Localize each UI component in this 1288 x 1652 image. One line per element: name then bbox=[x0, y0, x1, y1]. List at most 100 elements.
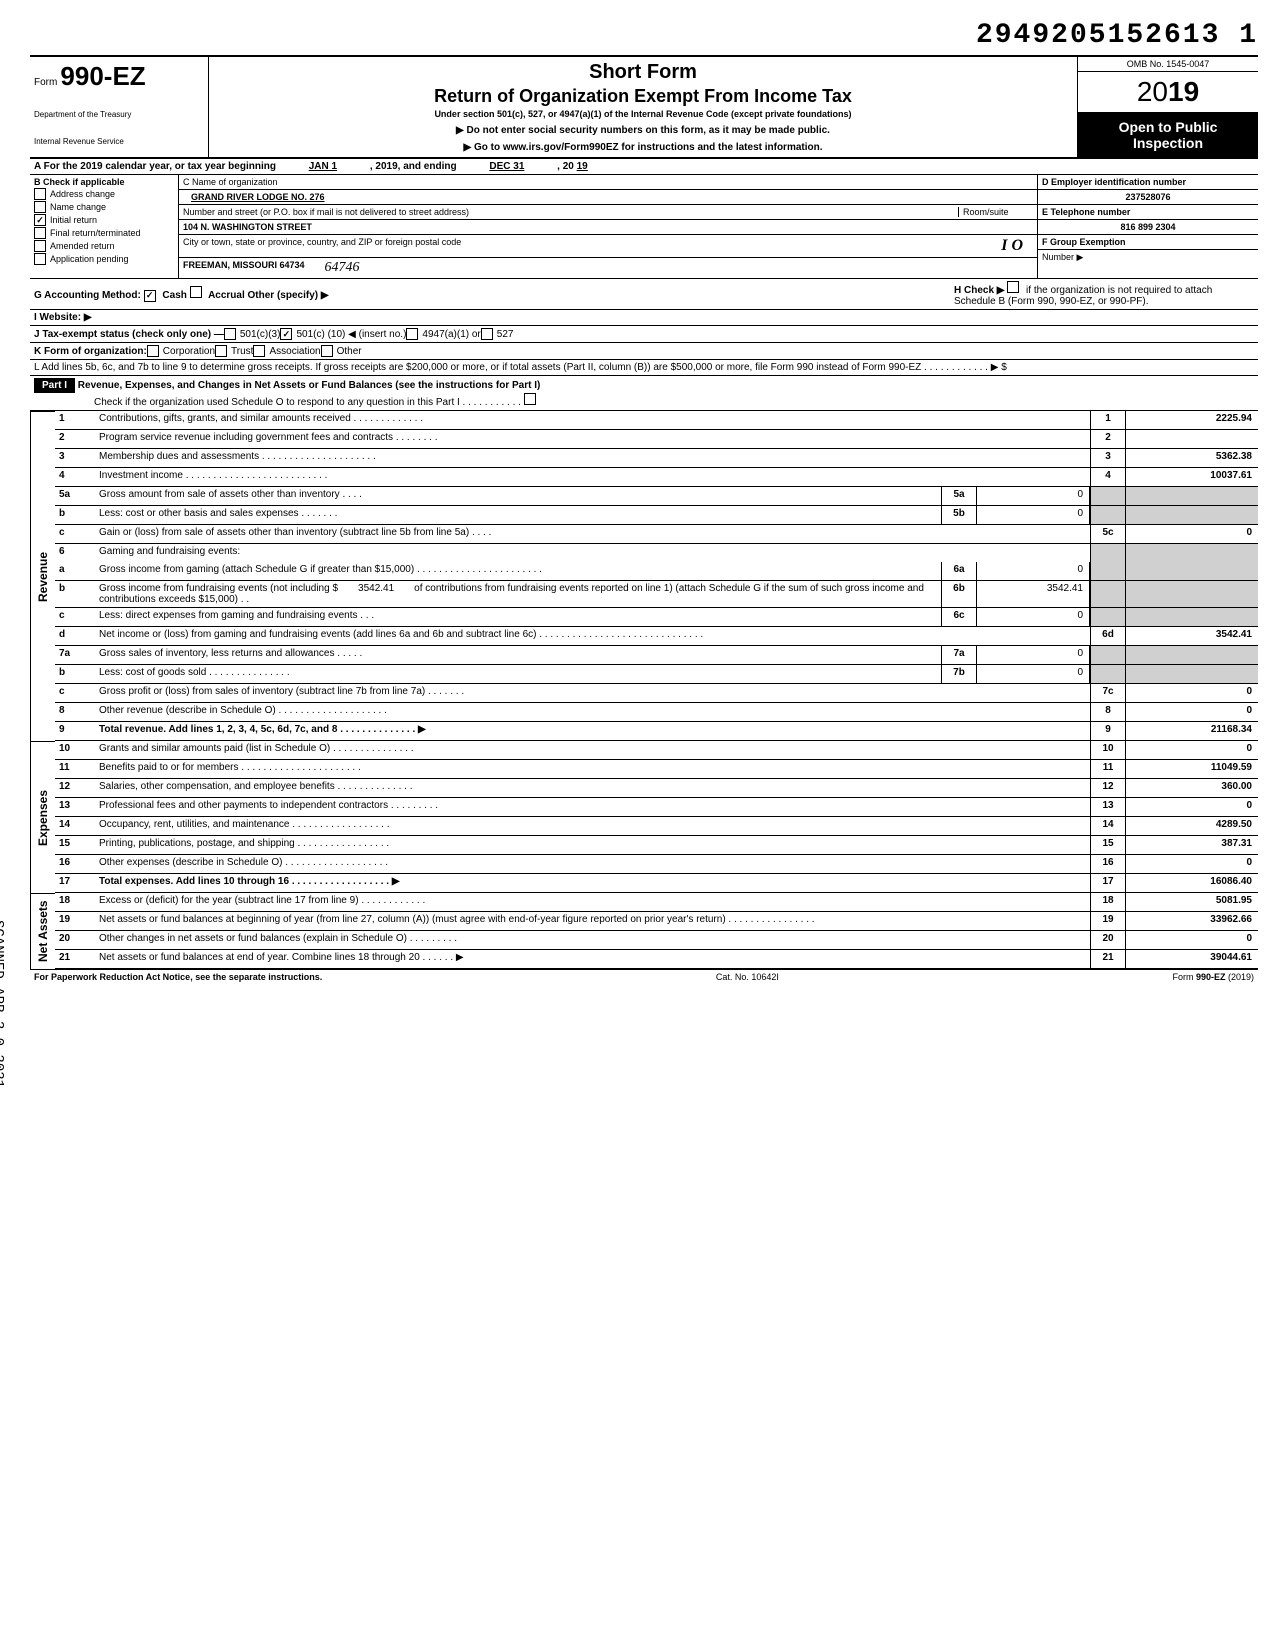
line-21: 21 Net assets or fund balances at end of… bbox=[55, 950, 1258, 969]
row-k: K Form of organization: Corporation Trus… bbox=[30, 343, 1258, 360]
line-box-val: 0 bbox=[1125, 703, 1258, 721]
footer-left: For Paperwork Reduction Act Notice, see … bbox=[34, 972, 322, 982]
row-a: A For the 2019 calendar year, or tax yea… bbox=[30, 159, 1258, 175]
c-street-label: Number and street (or P.O. box if mail i… bbox=[183, 207, 958, 217]
j-501c-checkbox[interactable]: ✓ bbox=[280, 328, 292, 340]
line-box-val: 0 bbox=[1125, 931, 1258, 949]
j-501c3-checkbox[interactable] bbox=[224, 328, 236, 340]
line-num: c bbox=[55, 608, 95, 626]
checkbox[interactable] bbox=[34, 201, 46, 213]
g-cash-checkbox[interactable]: ✓ bbox=[144, 290, 156, 302]
line-num: c bbox=[55, 525, 95, 543]
expenses-section: Expenses 10 Grants and similar amounts p… bbox=[30, 741, 1258, 893]
checkbox[interactable] bbox=[34, 253, 46, 265]
line-desc: Total expenses. Add lines 10 through 16 … bbox=[95, 874, 1090, 892]
netassets-label: Net Assets bbox=[30, 893, 55, 969]
line-num: 19 bbox=[55, 912, 95, 930]
row-i: I Website: ▶ bbox=[30, 310, 1258, 326]
checkbox[interactable] bbox=[34, 188, 46, 200]
line-num: 14 bbox=[55, 817, 95, 835]
line-desc: Net income or (loss) from gaming and fun… bbox=[95, 627, 1090, 645]
line-16: 16 Other expenses (describe in Schedule … bbox=[55, 855, 1258, 874]
line-6c: c Less: direct expenses from gaming and … bbox=[55, 608, 1258, 627]
part-1-checkbox[interactable] bbox=[524, 393, 536, 405]
line-desc: Less: cost or other basis and sales expe… bbox=[95, 506, 941, 524]
line-num: 21 bbox=[55, 950, 95, 968]
line-box-num: 20 bbox=[1090, 931, 1125, 949]
ein-value: 237528076 bbox=[1038, 190, 1258, 205]
line-box-num: 2 bbox=[1090, 430, 1125, 448]
line-num: d bbox=[55, 627, 95, 645]
line-box-num: 15 bbox=[1090, 836, 1125, 854]
line-box-val: 0 bbox=[1125, 798, 1258, 816]
line-desc: Membership dues and assessments . . . . … bbox=[95, 449, 1090, 467]
j-527-checkbox[interactable] bbox=[481, 328, 493, 340]
line-desc: Occupancy, rent, utilities, and maintena… bbox=[95, 817, 1090, 835]
checkbox-label: Final return/terminated bbox=[50, 228, 141, 238]
checkbox-label: Application pending bbox=[50, 254, 129, 264]
line-desc: Other expenses (describe in Schedule O) … bbox=[95, 855, 1090, 873]
line-sub-val: 0 bbox=[977, 562, 1090, 580]
line-box-val: 39044.61 bbox=[1125, 950, 1258, 968]
line-box-num: 18 bbox=[1090, 893, 1125, 911]
h-checkbox[interactable] bbox=[1007, 281, 1019, 293]
line-box-val: 21168.34 bbox=[1125, 722, 1258, 740]
short-form-label: Short Form bbox=[217, 61, 1069, 84]
k-other-checkbox[interactable] bbox=[321, 345, 333, 357]
line-8: 8 Other revenue (describe in Schedule O)… bbox=[55, 703, 1258, 722]
checkbox-label: Amended return bbox=[50, 241, 115, 251]
k-assoc-checkbox[interactable] bbox=[253, 345, 265, 357]
line-20: 20 Other changes in net assets or fund b… bbox=[55, 931, 1258, 950]
k-assoc: Association bbox=[269, 346, 320, 357]
line-desc: Printing, publications, postage, and shi… bbox=[95, 836, 1090, 854]
k-corp-checkbox[interactable] bbox=[147, 345, 159, 357]
j-501c3: 501(c)(3) bbox=[240, 329, 281, 340]
row-a-mid: , 2019, and ending bbox=[370, 161, 457, 172]
part-1-row: Part I Revenue, Expenses, and Changes in… bbox=[30, 376, 1258, 411]
line-num: 2 bbox=[55, 430, 95, 448]
checkbox[interactable] bbox=[34, 227, 46, 239]
col-b-item: Name change bbox=[34, 201, 174, 213]
line-box-val: 0 bbox=[1125, 741, 1258, 759]
j-501c: 501(c) ( bbox=[296, 329, 330, 340]
line-box-val: 5362.38 bbox=[1125, 449, 1258, 467]
k-corp: Corporation bbox=[163, 346, 215, 357]
row-a-end-yr: 19 bbox=[577, 161, 588, 172]
checkbox-label: Address change bbox=[50, 189, 115, 199]
checkbox[interactable] bbox=[34, 240, 46, 252]
open-public-2: Inspection bbox=[1080, 135, 1256, 151]
k-trust-checkbox[interactable] bbox=[215, 345, 227, 357]
line-box-val: 10037.61 bbox=[1125, 468, 1258, 486]
revenue-section: Revenue 1 Contributions, gifts, grants, … bbox=[30, 411, 1258, 741]
line-box-val: 0 bbox=[1125, 855, 1258, 873]
j-501c-end: ) ◀ (insert no.) bbox=[342, 329, 406, 340]
row-l: L Add lines 5b, 6c, and 7b to line 9 to … bbox=[30, 360, 1258, 376]
line-box-val: 4289.50 bbox=[1125, 817, 1258, 835]
i-label: I Website: ▶ bbox=[34, 312, 92, 323]
line-shaded bbox=[1090, 646, 1125, 664]
line-shaded bbox=[1090, 487, 1125, 505]
line-num: b bbox=[55, 506, 95, 524]
row-a-end: DEC 31 bbox=[489, 161, 524, 172]
line-num: 4 bbox=[55, 468, 95, 486]
org-city: FREEMAN, MISSOURI 64734 bbox=[183, 260, 305, 276]
line-shaded-val bbox=[1125, 581, 1258, 607]
c-city-label: City or town, state or province, country… bbox=[183, 237, 1001, 255]
line-sub-val: 0 bbox=[977, 608, 1090, 626]
h-label: H Check ▶ bbox=[954, 285, 1004, 296]
document-id: 2949205152613 1 bbox=[30, 20, 1258, 51]
row-g-h: G Accounting Method: ✓ Cash Accrual Othe… bbox=[30, 279, 1258, 310]
ein-label: D Employer identification number bbox=[1038, 175, 1258, 190]
line-box-num: 17 bbox=[1090, 874, 1125, 892]
tel-value: 816 899 2304 bbox=[1038, 220, 1258, 235]
line-13: 13 Professional fees and other payments … bbox=[55, 798, 1258, 817]
line-num: b bbox=[55, 665, 95, 683]
j-4947-checkbox[interactable] bbox=[406, 328, 418, 340]
checkbox[interactable]: ✓ bbox=[34, 214, 46, 226]
line-sub-num: 7a bbox=[941, 646, 977, 664]
line-18: 18 Excess or (deficit) for the year (sub… bbox=[55, 893, 1258, 912]
line-desc: Investment income . . . . . . . . . . . … bbox=[95, 468, 1090, 486]
line-box-num: 11 bbox=[1090, 760, 1125, 778]
g-accrual-checkbox[interactable] bbox=[190, 286, 202, 298]
checkbox-label: Name change bbox=[50, 202, 106, 212]
